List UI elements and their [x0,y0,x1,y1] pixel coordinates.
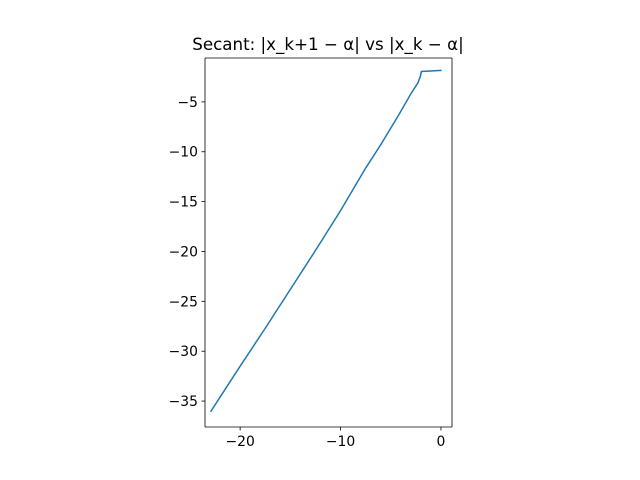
y-axis: −5 −10 −15 −20 −25 −30 −35 [169,95,205,410]
axis-frame [204,57,453,428]
x-tick-label: −20 [225,434,254,450]
y-tick-label: −35 [169,394,198,410]
y-tick-label: −10 [169,145,198,161]
x-axis: −20 −10 0 [225,427,445,450]
chart-title: Secant: |x_k+1 − α| vs |x_k − α| [192,34,464,55]
y-tick-label: −15 [169,195,198,211]
x-tick-label: 0 [437,434,446,450]
axes-background [205,58,452,427]
y-tick-label: −5 [178,95,198,111]
y-tick-label: −30 [169,344,198,360]
series-line-0 [209,69,442,413]
x-tick-label: −10 [326,434,355,450]
y-tick-label: −25 [169,294,198,310]
plot-area: −20 −10 0 −5 −10 −15 −20 −25 −30 −35 [169,57,453,450]
data-layer [209,69,442,413]
y-tick-label: −20 [169,244,198,260]
